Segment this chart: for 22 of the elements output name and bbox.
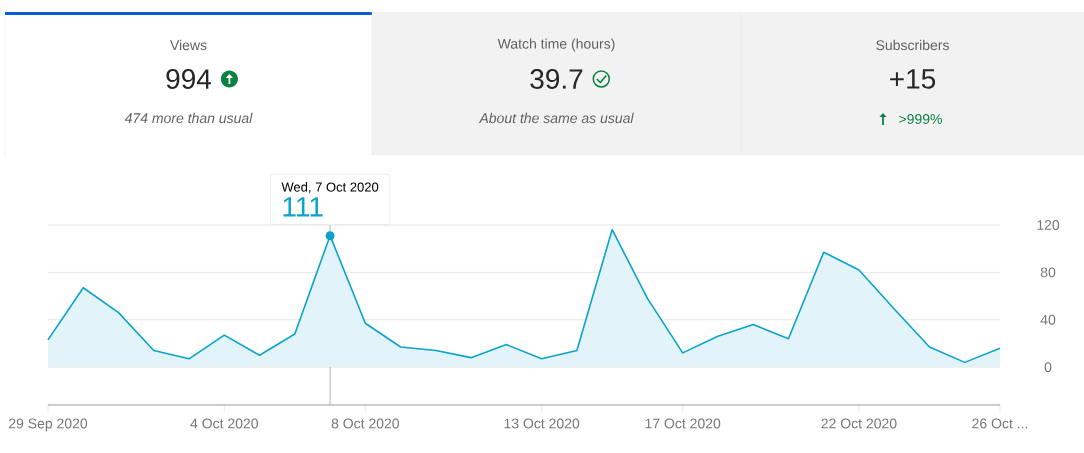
y-tick-label: 80 (1040, 267, 1056, 278)
text: 994 (166, 69, 212, 89)
y-tick-label: 40 (1040, 314, 1056, 325)
annotation: 111 (283, 197, 323, 217)
x-tick-label: 13 Oct 2020 (504, 418, 580, 429)
x-tick-label: 4 Oct 2020 (190, 418, 258, 429)
text: 39.7 (530, 69, 583, 89)
text: Wed, 7 Oct 2020 (281, 182, 379, 194)
text: About the same as usual (478, 112, 634, 124)
x-tick-label: 26 Oct ... (972, 418, 1028, 429)
text: 474 more than usual (124, 112, 253, 124)
x-tick-label: 22 Oct 2020 (821, 418, 897, 429)
y-tick-label: 120 (1037, 220, 1060, 230)
x-tick-label: 8 Oct 2020 (331, 418, 400, 429)
text: Views (170, 39, 207, 51)
y-tick-label: 0 (1044, 362, 1052, 373)
text: >999% (899, 114, 942, 124)
x-tick-label: 29 Sep 2020 (9, 418, 88, 432)
x-tick-label: 17 Oct 2020 (645, 418, 721, 429)
text: Watch time (hours) (497, 38, 615, 52)
text: Subscribers (876, 39, 949, 51)
text: +15 (890, 69, 936, 89)
